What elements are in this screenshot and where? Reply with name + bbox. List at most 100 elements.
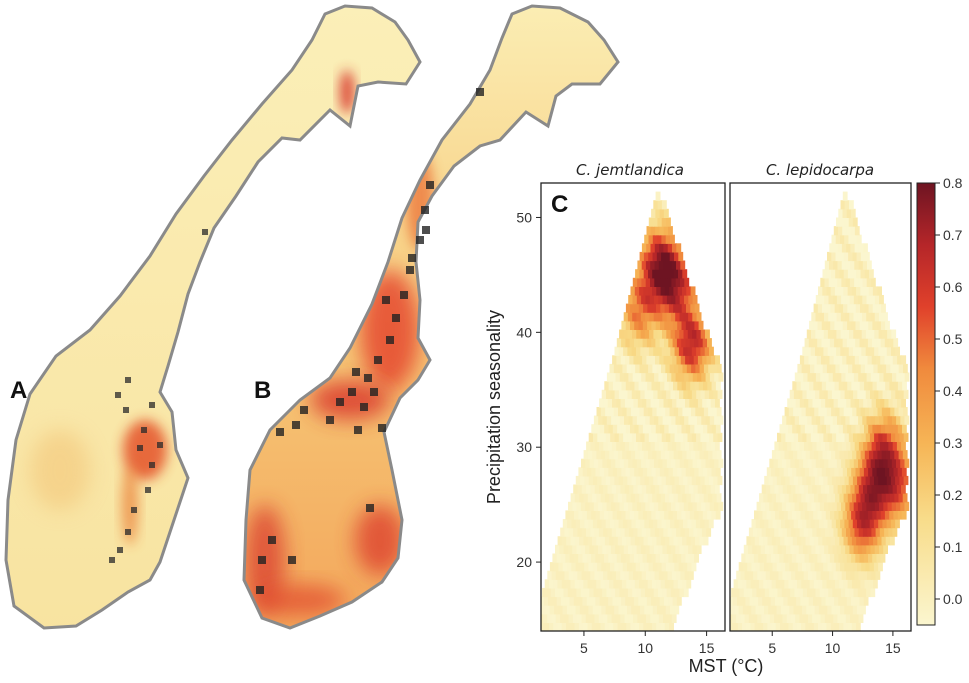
- heatmap-cell: [665, 536, 670, 546]
- heatmap-cell: [646, 338, 652, 348]
- heatmap-cell: [617, 424, 622, 434]
- heatmap-cell: [844, 217, 850, 227]
- heatmap-cell: [541, 605, 547, 615]
- heatmap-cell: [627, 312, 633, 322]
- heatmap-cell: [678, 269, 683, 279]
- heatmap-cell: [878, 346, 884, 356]
- heatmap-cell: [656, 407, 662, 417]
- heatmap-cell: [867, 338, 873, 348]
- heatmap-cell: [671, 372, 677, 382]
- heatmap-cell: [829, 596, 835, 606]
- heatmap-cell: [807, 458, 813, 468]
- heatmap-cell: [769, 544, 774, 554]
- heatmap-cell: [613, 579, 619, 589]
- heatmap-cell: [662, 458, 668, 468]
- occurrence-marker: [258, 556, 266, 564]
- heatmap-cell: [781, 544, 787, 554]
- heatmap-cell: [637, 484, 643, 494]
- heatmap-cell: [889, 381, 895, 391]
- heatmap-cell: [693, 484, 699, 494]
- heatmap-cell: [754, 536, 760, 546]
- heatmap-cell: [636, 312, 642, 322]
- heatmap-cell: [556, 553, 562, 563]
- heatmap-cell: [647, 467, 652, 477]
- heatmap-cell: [792, 467, 797, 477]
- heatmap-cell: [775, 596, 780, 606]
- heatmap-cell: [835, 536, 840, 546]
- heatmap-cell: [620, 613, 626, 623]
- heatmap-cell: [759, 562, 765, 572]
- heatmap-cell: [635, 407, 641, 417]
- heatmap-cell: [702, 338, 708, 348]
- heatmap-cell: [742, 579, 747, 589]
- heatmap-cell: [836, 312, 842, 322]
- heatmap-cell: [819, 519, 824, 529]
- heatmap-cell: [823, 329, 829, 339]
- heatmap-cell: [836, 501, 842, 511]
- heatmap-cell: [613, 493, 619, 503]
- heatmap-cell: [660, 407, 666, 417]
- heatmap-cell: [834, 320, 840, 330]
- heatmap-cell: [799, 484, 805, 494]
- heatmap-cell: [661, 389, 667, 399]
- heatmap-cell: [661, 363, 666, 374]
- heatmap-cell: [825, 338, 831, 348]
- map-b-hotspot: [355, 505, 405, 575]
- heatmap-cell: [789, 605, 795, 615]
- heatmap-cell: [608, 553, 614, 563]
- heatmap-cell: [628, 295, 634, 305]
- heatmap-cell: [587, 467, 592, 477]
- heatmap-cell: [596, 579, 602, 589]
- heatmap-cell: [617, 493, 623, 503]
- heatmap-cell: [717, 475, 723, 486]
- heatmap-cell: [759, 493, 764, 503]
- heatmap-cell: [851, 467, 856, 477]
- heatmap-cell: [642, 467, 648, 477]
- heatmap-cell: [892, 527, 898, 537]
- heatmap-cell: [860, 269, 866, 279]
- heatmap-cell: [670, 562, 675, 572]
- heatmap-cell: [819, 346, 824, 356]
- heatmap-cell: [645, 277, 651, 287]
- heatmap-cell: [577, 570, 583, 580]
- heatmap-cell: [758, 622, 764, 631]
- heatmap-cell: [892, 372, 897, 382]
- heatmap-cell: [828, 458, 834, 468]
- heatmap-cell: [623, 346, 628, 356]
- heatmap-cell: [646, 570, 651, 580]
- heatmap-cell: [662, 415, 668, 425]
- heatmap-cell: [715, 381, 721, 391]
- heatmap-cell: [779, 510, 785, 520]
- heatmap-cell: [669, 622, 674, 631]
- heatmap-cell: [830, 493, 836, 503]
- heatmap-cell: [706, 441, 712, 451]
- heatmap-cell: [856, 407, 862, 417]
- heatmap-cell: [831, 519, 837, 529]
- heatmap-cell: [700, 346, 706, 356]
- heatmap-cell: [809, 467, 814, 477]
- heatmap-cell: [596, 536, 602, 546]
- occurrence-marker: [268, 536, 276, 544]
- heatmap-cell: [666, 458, 672, 468]
- heatmap-cell: [889, 338, 894, 348]
- heatmap-cell: [813, 622, 819, 631]
- heatmap-cell: [578, 467, 584, 477]
- heatmap-cell: [835, 519, 841, 529]
- heatmap-cell: [855, 338, 860, 348]
- heatmap-cell: [812, 484, 818, 494]
- heatmap-cell: [692, 329, 697, 339]
- heatmap-cell: [816, 484, 822, 494]
- heatmap-cell: [862, 277, 868, 287]
- heatmap-cell: [581, 570, 587, 580]
- heatmap-cell: [615, 587, 620, 598]
- heatmap-cell: [886, 363, 891, 374]
- heatmap-cell: [872, 286, 878, 296]
- heatmap-cell: [783, 596, 789, 606]
- heatmap-cell: [685, 467, 691, 477]
- heatmap-cell: [778, 441, 784, 451]
- heatmap-cell: [643, 363, 649, 374]
- heatmap-cell: [632, 587, 638, 598]
- heatmap-cell: [848, 346, 854, 356]
- heatmap-cell: [670, 329, 676, 339]
- heatmap-cell: [660, 303, 666, 313]
